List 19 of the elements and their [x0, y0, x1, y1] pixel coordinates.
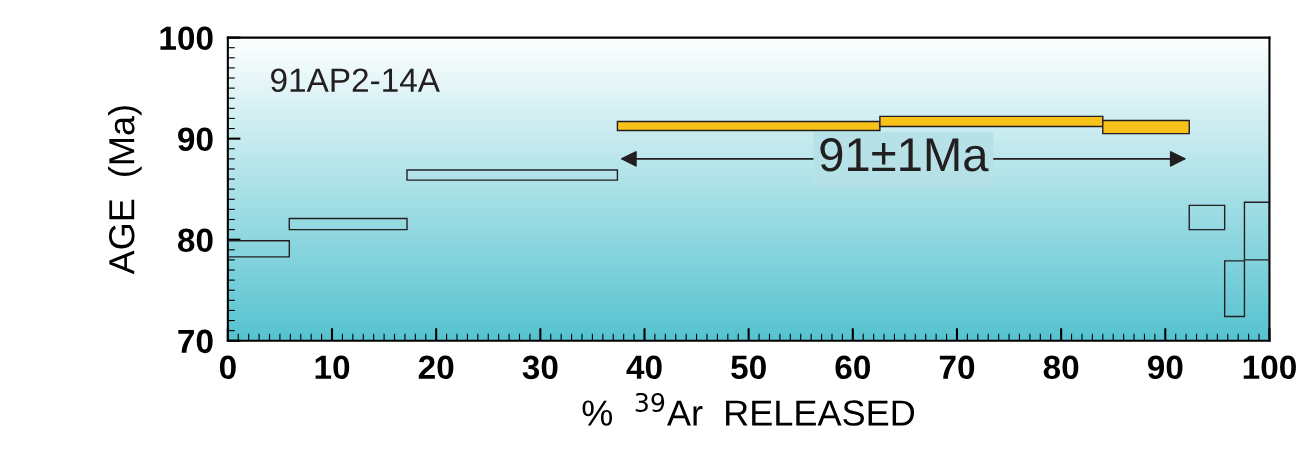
x-tick-label: 70: [939, 355, 975, 380]
x-tick-label: 80: [1043, 355, 1079, 380]
annotation: 91±1Ma: [820, 138, 989, 172]
x-axis-title: % $^{39}$Ar RELEASED: [582, 392, 915, 426]
x-tick-label: 0: [219, 355, 236, 380]
x-tick-label: 100: [1243, 355, 1296, 380]
x-tick-label: 60: [835, 355, 870, 380]
x-tick-label: 40: [626, 355, 662, 380]
y-tick-label: 70: [178, 329, 213, 354]
x-tick-label: 50: [731, 355, 766, 380]
y-tick-label: 90: [178, 127, 213, 152]
x-tick-label: 30: [522, 355, 558, 380]
y-tick-label: 100: [160, 26, 213, 51]
y-axis-title: AGE (Ma): [108, 106, 142, 275]
x-tick-label: 20: [418, 355, 454, 380]
annotation: 91AP2-14A: [271, 68, 440, 93]
y-tick-label: 80: [177, 228, 213, 253]
x-tick-label: 90: [1147, 355, 1183, 380]
x-tick-label: 10: [315, 355, 350, 380]
